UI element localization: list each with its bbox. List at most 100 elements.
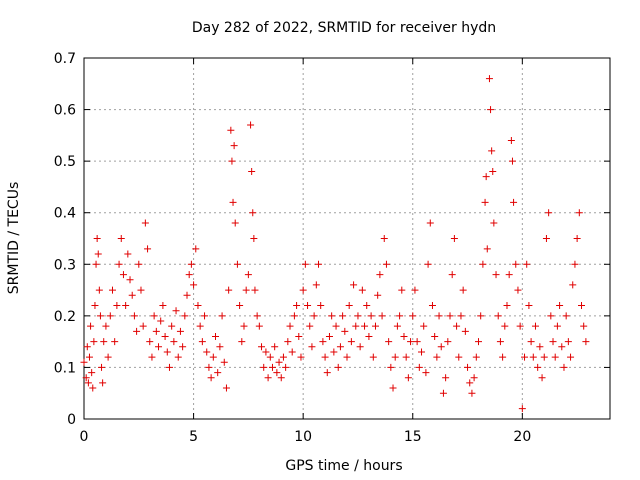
data-point bbox=[163, 348, 171, 356]
data-point bbox=[279, 353, 287, 361]
data-point bbox=[306, 322, 314, 330]
data-point bbox=[389, 384, 397, 392]
y-tick-label: 0 bbox=[67, 412, 76, 428]
data-point bbox=[562, 312, 570, 320]
data-point bbox=[228, 157, 236, 165]
data-point bbox=[336, 343, 344, 351]
y-tick-label: 0.4 bbox=[54, 206, 76, 222]
data-point bbox=[100, 338, 108, 346]
y-tick-label: 0.3 bbox=[54, 257, 76, 273]
data-point bbox=[273, 369, 281, 377]
data-point bbox=[83, 343, 91, 351]
data-point bbox=[551, 353, 559, 361]
data-point bbox=[115, 260, 123, 268]
data-point bbox=[80, 358, 88, 366]
data-point bbox=[222, 384, 230, 392]
data-point bbox=[122, 302, 130, 310]
data-point bbox=[244, 271, 252, 279]
data-point bbox=[293, 302, 301, 310]
data-point bbox=[547, 312, 555, 320]
data-point bbox=[339, 312, 347, 320]
x-axis-label: GPS time / hours bbox=[285, 458, 402, 474]
data-point bbox=[214, 369, 222, 377]
data-point bbox=[428, 302, 436, 310]
data-point bbox=[527, 338, 535, 346]
data-point bbox=[571, 260, 579, 268]
data-point bbox=[242, 286, 250, 294]
data-point bbox=[284, 338, 292, 346]
data-point bbox=[529, 353, 537, 361]
ticks-layer: 0 0.1 0.2 0.3 0.4 0.5 0.6 0.7 0 5 10 15 20 bbox=[54, 51, 610, 445]
data-point bbox=[325, 332, 333, 340]
data-point bbox=[582, 338, 590, 346]
y-tick-label: 0.7 bbox=[54, 51, 76, 67]
data-point bbox=[382, 260, 390, 268]
data-point bbox=[578, 302, 586, 310]
data-point bbox=[84, 379, 92, 387]
data-point bbox=[501, 322, 509, 330]
data-point bbox=[510, 198, 518, 206]
data-point bbox=[470, 374, 478, 382]
points-layer bbox=[80, 75, 590, 413]
data-point bbox=[420, 322, 428, 330]
data-point bbox=[95, 286, 103, 294]
data-point bbox=[512, 260, 520, 268]
data-point bbox=[560, 363, 568, 371]
data-point bbox=[466, 379, 474, 387]
data-point bbox=[558, 343, 566, 351]
data-point bbox=[496, 338, 504, 346]
data-point bbox=[564, 338, 572, 346]
data-point bbox=[98, 363, 106, 371]
data-point bbox=[448, 271, 456, 279]
data-point bbox=[343, 353, 351, 361]
x-tick-label: 0 bbox=[80, 429, 89, 445]
data-point bbox=[479, 260, 487, 268]
data-point bbox=[534, 363, 542, 371]
data-point bbox=[174, 353, 182, 361]
data-point bbox=[569, 281, 577, 289]
data-point bbox=[192, 245, 200, 253]
data-point bbox=[485, 75, 493, 83]
data-point bbox=[503, 302, 511, 310]
data-point bbox=[411, 286, 419, 294]
data-point bbox=[170, 338, 178, 346]
data-point bbox=[556, 302, 564, 310]
data-point bbox=[172, 307, 180, 315]
data-point bbox=[82, 374, 90, 382]
data-point bbox=[358, 286, 366, 294]
data-point bbox=[194, 302, 202, 310]
data-point bbox=[369, 353, 377, 361]
data-point bbox=[365, 332, 373, 340]
data-point bbox=[488, 147, 496, 155]
y-tick-label: 0.5 bbox=[54, 154, 76, 170]
data-point bbox=[247, 121, 255, 129]
data-point bbox=[290, 312, 298, 320]
data-point bbox=[255, 322, 263, 330]
data-point bbox=[455, 353, 463, 361]
data-point bbox=[150, 312, 158, 320]
data-point bbox=[277, 374, 285, 382]
data-point bbox=[352, 322, 360, 330]
data-point bbox=[489, 167, 497, 175]
data-point bbox=[301, 260, 309, 268]
data-point bbox=[464, 363, 472, 371]
data-point bbox=[573, 235, 581, 242]
data-point bbox=[119, 271, 127, 279]
data-point bbox=[220, 358, 228, 366]
data-point bbox=[468, 389, 476, 397]
data-point bbox=[250, 235, 258, 242]
data-point bbox=[385, 338, 393, 346]
data-point bbox=[230, 142, 238, 150]
grid-layer bbox=[84, 58, 610, 419]
data-point bbox=[117, 235, 125, 242]
data-point bbox=[183, 291, 191, 299]
chart-title: Day 282 of 2022, SRMTID for receiver hyd… bbox=[192, 20, 496, 36]
data-point bbox=[341, 327, 349, 335]
data-point bbox=[356, 343, 364, 351]
data-point bbox=[538, 374, 546, 382]
data-point bbox=[444, 338, 452, 346]
data-point bbox=[253, 312, 261, 320]
data-point bbox=[108, 286, 116, 294]
data-point bbox=[404, 374, 412, 382]
